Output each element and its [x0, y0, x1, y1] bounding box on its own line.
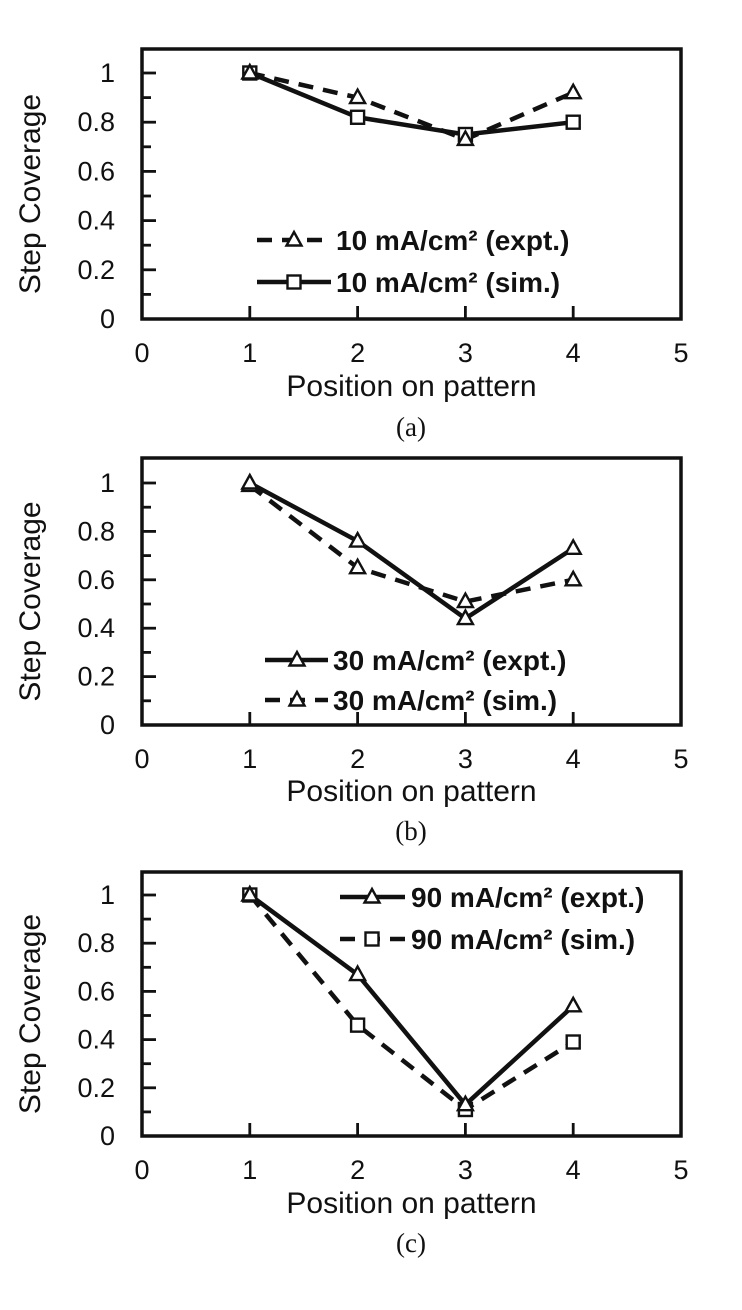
y-tick-label: 0	[100, 304, 115, 334]
y-tick-label: 0.6	[77, 565, 115, 595]
y-tick-label: 0.6	[77, 156, 115, 186]
y-tick-label: 0.2	[77, 1073, 115, 1103]
x-tick-label: 0	[134, 338, 149, 368]
y-tick-label: 0.2	[77, 662, 115, 692]
series-0-marker-triangle	[240, 884, 260, 902]
x-axis-title: Position on pattern	[286, 370, 536, 403]
x-tick-label: 5	[673, 1155, 688, 1185]
series-0-marker-triangle	[455, 128, 475, 147]
x-tick-label: 3	[458, 1155, 473, 1185]
series-line-1	[248, 70, 574, 137]
axis-ticks	[142, 481, 575, 725]
legend-triangle-marker	[362, 886, 382, 904]
legend-square-marker	[286, 274, 302, 290]
series-0-marker-triangle	[455, 1094, 475, 1112]
y-tick-label: 1	[100, 880, 115, 910]
x-tick-label: 0	[134, 1155, 149, 1185]
chart-c-caption: (c)	[396, 1228, 426, 1258]
x-tick-label: 1	[242, 1155, 257, 1185]
x-tick-label: 1	[242, 338, 257, 368]
series-0-marker-triangle	[455, 608, 475, 626]
legend-label: 90 mA/cm² (expt.)	[411, 882, 644, 913]
y-axis-title: Step Coverage	[14, 94, 47, 294]
series-0-marker-triangle	[348, 530, 368, 548]
series-line-1	[248, 483, 574, 604]
legend-square-marker	[364, 931, 380, 947]
x-tick-label: 2	[350, 744, 365, 774]
x-tick-label: 4	[566, 338, 581, 368]
y-tick-label: 0.6	[77, 976, 115, 1006]
legend-triangle-marker	[287, 689, 307, 707]
series-line-1	[248, 893, 575, 1112]
legend-label: 30 mA/cm² (sim.)	[333, 685, 557, 716]
legend-label: 10 mA/cm² (sim.)	[336, 267, 560, 298]
series-0-marker-triangle	[563, 995, 583, 1013]
x-tick-label: 5	[673, 744, 688, 774]
y-tick-label: 0.8	[77, 516, 115, 546]
chart-c-step-coverage-90mA: 0 0.2 0.4 0.6 0.8 1 0 1 2 3 4 5 Step Coverage Positio…	[14, 870, 689, 1220]
legend-label: 10 mA/cm² (expt.)	[336, 225, 569, 256]
series-0-marker-triangle	[240, 472, 260, 490]
y-tick-label: 1	[100, 58, 115, 88]
series-line-0	[248, 893, 575, 1107]
y-tick-label: 0.2	[77, 255, 115, 285]
y-tick-label: 0.4	[77, 613, 115, 643]
x-tick-label: 2	[350, 1155, 365, 1185]
x-axis-title: Position on pattern	[286, 1187, 536, 1220]
series-0-marker-triangle	[563, 82, 583, 100]
x-tick-label: 4	[566, 744, 581, 774]
y-tick-label: 0.8	[77, 107, 115, 137]
series-0-marker-triangle	[348, 87, 368, 105]
y-axis-title: Step Coverage	[14, 501, 47, 701]
legend-label: 90 mA/cm² (sim.)	[411, 924, 635, 955]
axis-ticks	[142, 893, 575, 1136]
plot-border	[140, 870, 683, 1138]
y-tick-label: 0	[100, 1121, 115, 1151]
y-tick-label: 1	[100, 468, 115, 498]
y-tick-label: 0.8	[77, 928, 115, 958]
chart-b-step-coverage-30mA: 0 0.2 0.4 0.6 0.8 1 0 1 2 3 4 5 Step Coverage Positio…	[14, 456, 689, 808]
series-1-marker-triangle	[348, 557, 368, 575]
chart-a-step-coverage-10mA: 0 0.2 0.4 0.6 0.8 1 0 1 2 3 4 5 Step Coverage Positio…	[14, 47, 689, 403]
series-0-marker-triangle	[563, 537, 583, 556]
y-tick-label: 0.4	[77, 1025, 115, 1055]
axis-ticks	[142, 71, 575, 319]
series-1-marker-square	[349, 109, 366, 125]
x-tick-label: 5	[673, 338, 688, 368]
y-tick-label: 0.4	[77, 206, 115, 236]
y-tick-label: 0	[100, 710, 115, 740]
series-0-marker-triangle	[240, 62, 260, 80]
series-1-marker-square	[565, 114, 581, 130]
series-1-marker-triangle	[455, 591, 475, 609]
plot-border	[140, 456, 683, 727]
legend: 30 mA/cm² (expt.) 30 mA/cm² (sim.)	[265, 645, 566, 716]
x-tick-label: 3	[458, 744, 473, 774]
x-tick-label: 0	[134, 744, 149, 774]
series-1-marker-triangle	[563, 569, 583, 587]
x-tick-label: 2	[350, 338, 365, 368]
series-line-0	[249, 70, 575, 142]
plot-border	[140, 47, 683, 321]
chart-a-caption: (a)	[396, 412, 426, 442]
series-1-marker-square	[565, 1034, 581, 1050]
legend: 90 mA/cm² (expt.) 90 mA/cm² (sim.)	[340, 882, 644, 955]
x-tick-label: 3	[458, 338, 473, 368]
x-tick-label: 1	[242, 744, 257, 774]
legend-label: 30 mA/cm² (expt.)	[333, 645, 566, 676]
x-axis-title: Position on pattern	[286, 775, 536, 808]
x-tick-label: 4	[566, 1155, 581, 1185]
series-1-marker-square	[349, 1017, 366, 1033]
legend: 10 mA/cm² (expt.) 10 mA/cm² (sim.)	[257, 225, 569, 298]
series-line-0	[248, 481, 575, 621]
y-axis-title: Step Coverage	[14, 914, 47, 1114]
series-0-marker-triangle	[348, 964, 368, 982]
legend-triangle-marker	[287, 649, 307, 667]
legend-triangle-marker	[284, 229, 304, 247]
chart-b-caption: (b)	[395, 816, 427, 846]
